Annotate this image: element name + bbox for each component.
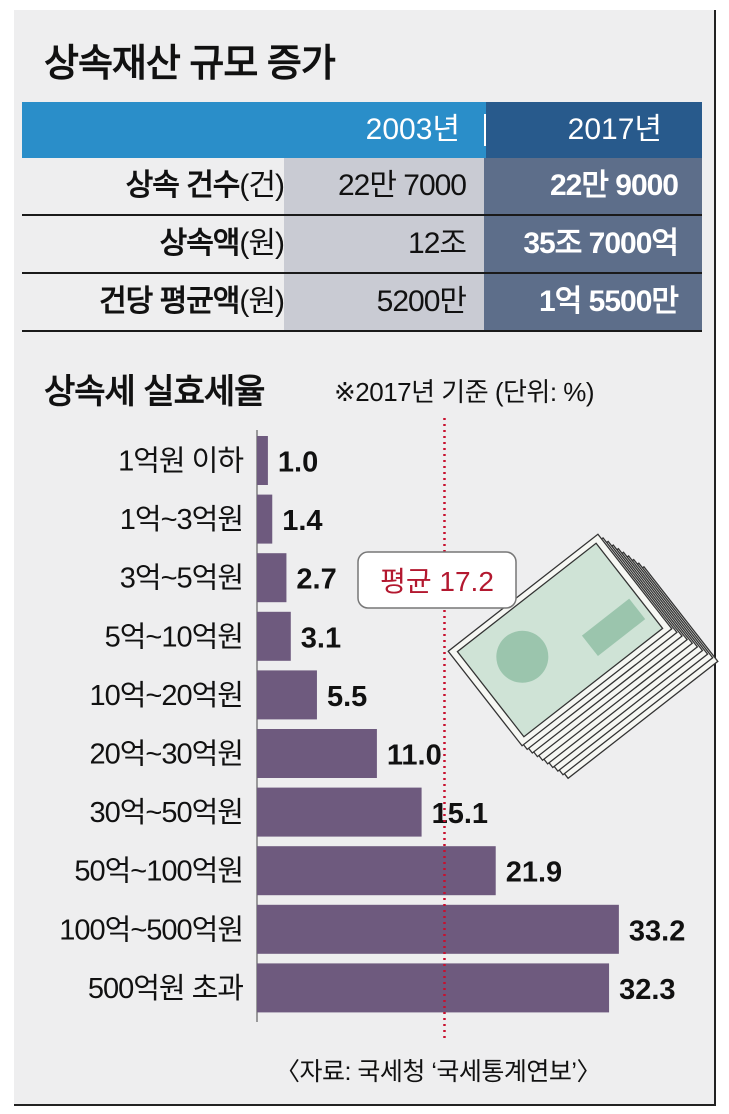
value-label: 3.1 bbox=[301, 622, 341, 654]
chart-title: 상속세 실효세율 bbox=[44, 373, 265, 411]
table-header: 2003년 2017년 bbox=[22, 102, 702, 158]
banknote-face bbox=[456, 542, 664, 738]
row-unit: (원) bbox=[239, 227, 285, 260]
bar bbox=[257, 787, 422, 837]
bar bbox=[257, 670, 317, 720]
banknote-mark bbox=[581, 598, 646, 657]
bar bbox=[257, 846, 496, 896]
row-label: 상속 건수(건) bbox=[22, 158, 285, 214]
value-label: 11.0 bbox=[387, 740, 442, 772]
row-label: 상속액(원) bbox=[22, 216, 285, 272]
bar bbox=[257, 904, 619, 954]
cell-2017: 1억 5500만 bbox=[484, 274, 702, 330]
average-label: 평균 17.2 bbox=[380, 566, 494, 597]
unit-note: ※2017년 기준 (단위: %) bbox=[334, 377, 595, 407]
category-label: 30억~50억원 bbox=[90, 797, 244, 829]
cell-2003: 12조 bbox=[284, 216, 484, 272]
value-label: 5.5 bbox=[327, 681, 367, 713]
cell-2003: 5200만 bbox=[284, 274, 484, 330]
value-label: 2.7 bbox=[296, 564, 336, 596]
row-unit: (원) bbox=[239, 285, 285, 318]
category-label: 50억~100억원 bbox=[74, 856, 243, 888]
header-divider bbox=[484, 114, 486, 146]
table-row: 상속 건수(건) 22만 7000 22만 9000 bbox=[22, 158, 702, 216]
value-label: 32.3 bbox=[619, 974, 675, 1006]
average-callout bbox=[357, 551, 517, 609]
bar bbox=[257, 494, 273, 544]
category-label: 500억원 초과 bbox=[88, 973, 243, 1005]
year-2017-header: 2017년 bbox=[486, 102, 702, 158]
row-label-text: 상속액 bbox=[159, 227, 241, 260]
row-unit: (건) bbox=[239, 169, 285, 202]
table-row: 상속액(원) 12조 35조 7000억 bbox=[22, 216, 702, 274]
value-label: 1.4 bbox=[282, 505, 322, 537]
table-row: 건당 평균액(원) 5200만 1억 5500만 bbox=[22, 274, 702, 332]
banknote-portrait bbox=[496, 630, 549, 683]
row-label-text: 건당 평균액 bbox=[99, 285, 240, 318]
source-note: 〈자료: 국세청 ‘국세통계연보’〉 bbox=[275, 1058, 601, 1086]
bar bbox=[257, 436, 268, 485]
cell-2003: 22만 7000 bbox=[284, 158, 484, 214]
category-label: 1억원 이하 bbox=[118, 445, 243, 478]
category-label: 1억~3억원 bbox=[120, 504, 243, 536]
bar bbox=[257, 963, 610, 1013]
category-label: 20억~30억원 bbox=[90, 739, 244, 771]
bar bbox=[257, 729, 377, 778]
value-label: 1.0 bbox=[278, 447, 318, 479]
year-2003-header: 2003년 bbox=[365, 113, 460, 146]
cell-2017: 22만 9000 bbox=[484, 158, 702, 214]
page-title: 상속재산 규모 증가 bbox=[44, 43, 336, 85]
category-label: 3억~5억원 bbox=[120, 563, 243, 595]
category-label: 10억~20억원 bbox=[90, 680, 244, 712]
bar bbox=[257, 553, 287, 603]
value-label: 21.9 bbox=[506, 857, 562, 889]
row-label: 건당 평균액(원) bbox=[22, 274, 285, 330]
category-label: 100억~500억원 bbox=[59, 914, 243, 946]
value-label: 33.2 bbox=[629, 915, 685, 947]
value-label: 15.1 bbox=[432, 798, 488, 830]
category-label: 5억~10억원 bbox=[105, 621, 243, 653]
row-label-text: 상속 건수 bbox=[125, 169, 241, 202]
bar bbox=[257, 611, 291, 661]
cell-2017: 35조 7000억 bbox=[484, 216, 702, 272]
money-stack-icon bbox=[447, 533, 719, 780]
